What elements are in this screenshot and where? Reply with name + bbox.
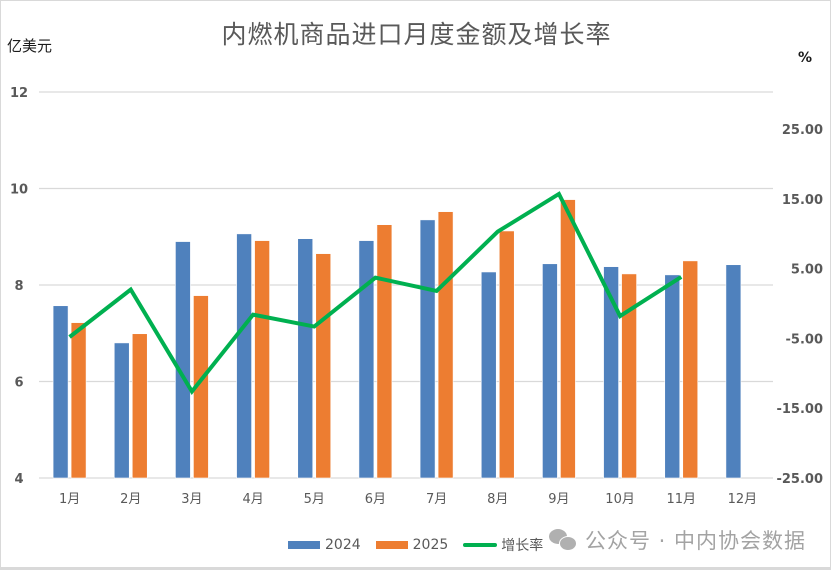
bar-2024-9月[interactable] bbox=[542, 263, 558, 479]
bar-2024-11月[interactable] bbox=[664, 274, 681, 479]
legend-item-growth-rate[interactable]: 增长率 bbox=[463, 535, 543, 555]
bar-2024-8月[interactable] bbox=[480, 271, 497, 479]
legend-label-growth-rate: 增长率 bbox=[501, 538, 544, 554]
x-axis-tick: 5月 bbox=[304, 492, 325, 507]
x-axis-tick: 6月 bbox=[365, 492, 386, 507]
x-axis-tick: 2月 bbox=[120, 492, 141, 507]
bar-2024-2月[interactable] bbox=[113, 342, 130, 479]
bar-2024-1月[interactable] bbox=[52, 305, 69, 479]
legend-swatch-growth-rate bbox=[463, 543, 498, 547]
wechat-icon bbox=[549, 529, 577, 551]
x-axis-tick: 3月 bbox=[181, 492, 202, 507]
right-axis-tick: -5.00 bbox=[786, 332, 823, 347]
bar-2024-4月[interactable] bbox=[236, 233, 252, 479]
bar-2024-3月[interactable] bbox=[175, 241, 191, 479]
bar-2024-10月[interactable] bbox=[603, 266, 619, 479]
bar-2024-12月[interactable] bbox=[725, 264, 742, 479]
x-axis-tick: 12月 bbox=[728, 492, 758, 507]
right-axis-tick: -25.00 bbox=[776, 472, 823, 487]
x-axis-tick: 9月 bbox=[548, 492, 569, 507]
bar-2024-5月[interactable] bbox=[297, 238, 314, 479]
chart-title: 内燃机商品进口月度金额及增长率 bbox=[221, 20, 612, 49]
legend-label-2025: 2025 bbox=[412, 537, 449, 553]
watermark-text: 公众号 · 中内协会数据 bbox=[585, 529, 807, 553]
x-axis-tick: 11月 bbox=[666, 492, 696, 507]
growth-rate-line[interactable] bbox=[68, 191, 683, 395]
right-axis-tick: -15.00 bbox=[776, 402, 823, 417]
bar-2025-8月[interactable] bbox=[498, 230, 515, 479]
legend-item-2025[interactable]: 2025 bbox=[375, 537, 449, 553]
x-axis-tick: 7月 bbox=[426, 492, 447, 507]
x-axis-tick: 8月 bbox=[487, 492, 508, 507]
bar-2024-7月[interactable] bbox=[419, 219, 436, 479]
x-axis-tick: 10月 bbox=[605, 492, 635, 507]
legend-item-2024[interactable]: 2024 bbox=[288, 537, 361, 553]
x-axis-tick: 1月 bbox=[59, 492, 80, 507]
bar-2025-9月[interactable] bbox=[560, 199, 576, 479]
watermark: 公众号 · 中内协会数据 bbox=[549, 525, 806, 555]
right-axis-unit: % bbox=[798, 50, 813, 66]
bar-2025-6月[interactable] bbox=[376, 224, 393, 479]
legend-swatch-2024 bbox=[288, 541, 320, 549]
bar-2025-11月[interactable] bbox=[682, 260, 699, 479]
left-axis-unit: 亿美元 bbox=[7, 37, 53, 55]
bar-2025-7月[interactable] bbox=[437, 211, 454, 479]
bar-2025-10月[interactable] bbox=[621, 273, 637, 479]
left-axis-tick: 6 bbox=[14, 376, 23, 391]
left-axis-tick: 4 bbox=[14, 472, 23, 487]
right-axis-tick: 25.00 bbox=[782, 123, 823, 138]
bar-2025-4月[interactable] bbox=[254, 240, 270, 479]
legend-label-2024: 2024 bbox=[325, 537, 361, 553]
left-axis-tick: 10 bbox=[10, 183, 28, 198]
x-axis-tick: 4月 bbox=[242, 492, 263, 507]
bar-2025-5月[interactable] bbox=[315, 253, 332, 479]
bar-2024-6月[interactable] bbox=[358, 240, 375, 479]
legend-swatch-2025 bbox=[375, 541, 408, 549]
left-axis-tick: 12 bbox=[10, 86, 28, 101]
right-axis-tick: 15.00 bbox=[782, 193, 823, 208]
bar-2025-1月[interactable] bbox=[70, 322, 87, 479]
right-axis-tick: 5.00 bbox=[791, 263, 823, 278]
bar-2025-2月[interactable] bbox=[131, 333, 148, 479]
legend: 2024 2025 增长率 bbox=[288, 535, 558, 555]
left-axis-tick: 8 bbox=[14, 279, 23, 294]
